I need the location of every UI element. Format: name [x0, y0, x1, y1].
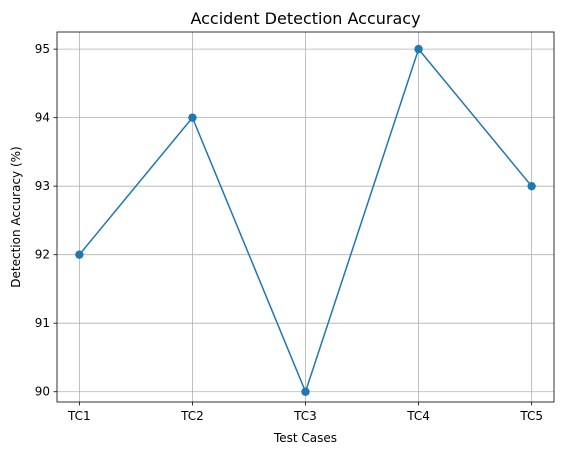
chart-title: Accident Detection Accuracy	[190, 9, 420, 28]
x-tick-label: TC2	[180, 409, 204, 423]
y-tick-label: 95	[35, 42, 50, 56]
data-point	[414, 44, 423, 54]
y-tick-label: 91	[35, 316, 50, 330]
y-tick-label: 90	[35, 385, 50, 399]
y-tick-label: 94	[35, 111, 50, 125]
y-tick-label: 93	[35, 179, 50, 193]
y-axis-label: Detection Accuracy (%)	[9, 146, 23, 287]
x-axis-label: Test Cases	[273, 431, 337, 445]
data-point	[527, 181, 536, 191]
tick-layer: TC1 TC2 TC3 TC4 TC5 90 91 92 93 94 95	[35, 42, 543, 423]
data-point	[301, 387, 310, 396]
x-tick-label: TC4	[406, 409, 430, 423]
data-point	[75, 250, 84, 259]
x-tick-label: TC1	[67, 409, 91, 423]
y-tick-label: 92	[35, 248, 50, 262]
x-tick-label: TC3	[293, 409, 317, 423]
series-layer	[75, 44, 536, 396]
data-point	[188, 113, 197, 122]
x-tick-label: TC5	[519, 409, 543, 423]
grid-lines	[57, 32, 554, 402]
